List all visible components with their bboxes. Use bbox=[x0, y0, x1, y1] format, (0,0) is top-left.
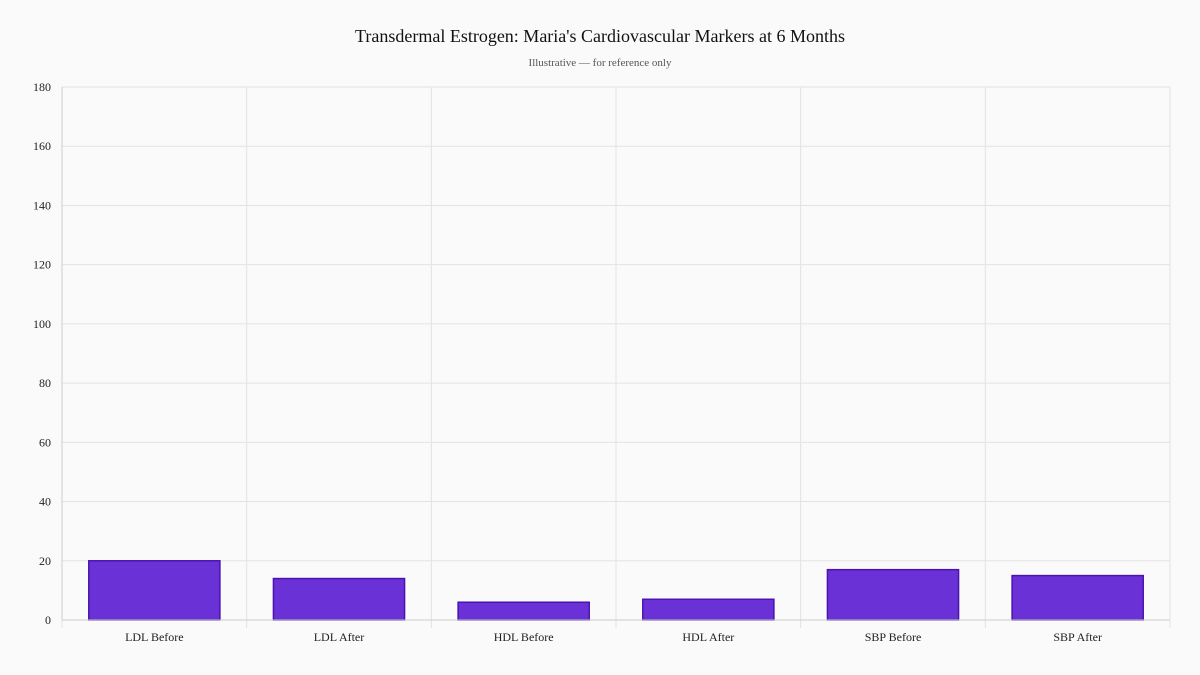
bar-hdl-after bbox=[642, 598, 775, 621]
y-tick-label: 40 bbox=[39, 495, 51, 509]
y-tick-label: 80 bbox=[39, 376, 51, 390]
tick-labels: 0 20 40 60 80 100 120 140 160 180 LDL Before LDL Af… bbox=[33, 80, 1102, 644]
bars bbox=[88, 560, 1144, 621]
grid-lines bbox=[61, 86, 1171, 628]
bar-ldl-after bbox=[272, 577, 406, 621]
chart-subtitle: Illustrative — for reference only bbox=[528, 57, 672, 69]
bar-sbp-before bbox=[826, 568, 960, 621]
y-tick-label: 180 bbox=[33, 80, 51, 94]
bar-sbp-after bbox=[1011, 574, 1144, 621]
bar-ldl-before bbox=[88, 560, 221, 621]
x-tick-label: LDL After bbox=[314, 630, 365, 644]
x-tick-label: HDL Before bbox=[494, 630, 554, 644]
x-tick-label: HDL After bbox=[682, 630, 734, 644]
axes bbox=[61, 87, 1170, 621]
y-tick-label: 120 bbox=[33, 258, 51, 272]
y-tick-label: 160 bbox=[33, 139, 51, 153]
y-tick-label: 140 bbox=[33, 198, 51, 212]
x-tick-label: LDL Before bbox=[125, 630, 184, 644]
y-tick-label: 0 bbox=[45, 613, 51, 627]
x-tick-label: SBP Before bbox=[865, 630, 922, 644]
x-tick-label: SBP After bbox=[1053, 630, 1102, 644]
chart-title: Transdermal Estrogen: Maria's Cardiovasc… bbox=[355, 26, 845, 46]
bar-hdl-before bbox=[457, 601, 590, 621]
y-tick-label: 60 bbox=[39, 435, 51, 449]
y-tick-label: 100 bbox=[33, 317, 51, 331]
y-tick-label: 20 bbox=[39, 554, 51, 568]
